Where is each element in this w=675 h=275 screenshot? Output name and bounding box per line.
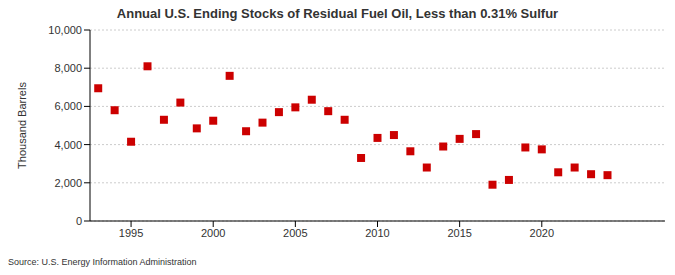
svg-text:1995: 1995 [119, 227, 143, 239]
svg-text:2005: 2005 [283, 227, 307, 239]
svg-text:2020: 2020 [530, 227, 554, 239]
svg-text:Thousand Barrels: Thousand Barrels [16, 82, 28, 169]
svg-text:10,000: 10,000 [48, 24, 82, 36]
svg-text:2,000: 2,000 [54, 177, 82, 189]
html-text:Annual U.S. Ending Stocks of R: Annual U.S. Ending Stocks of Residual Fu… [116, 6, 559, 21]
svg-text:4,000: 4,000 [54, 139, 82, 151]
svg-text:2010: 2010 [365, 227, 389, 239]
html-text:Source: U.S. Energy Informatio: Source: U.S. Energy Information Administ… [8, 257, 197, 267]
svg-text:8,000: 8,000 [54, 62, 82, 74]
svg-text:0: 0 [76, 215, 82, 227]
svg-text:2000: 2000 [201, 227, 225, 239]
svg-text:2015: 2015 [447, 227, 471, 239]
svg-text:6,000: 6,000 [54, 100, 82, 112]
